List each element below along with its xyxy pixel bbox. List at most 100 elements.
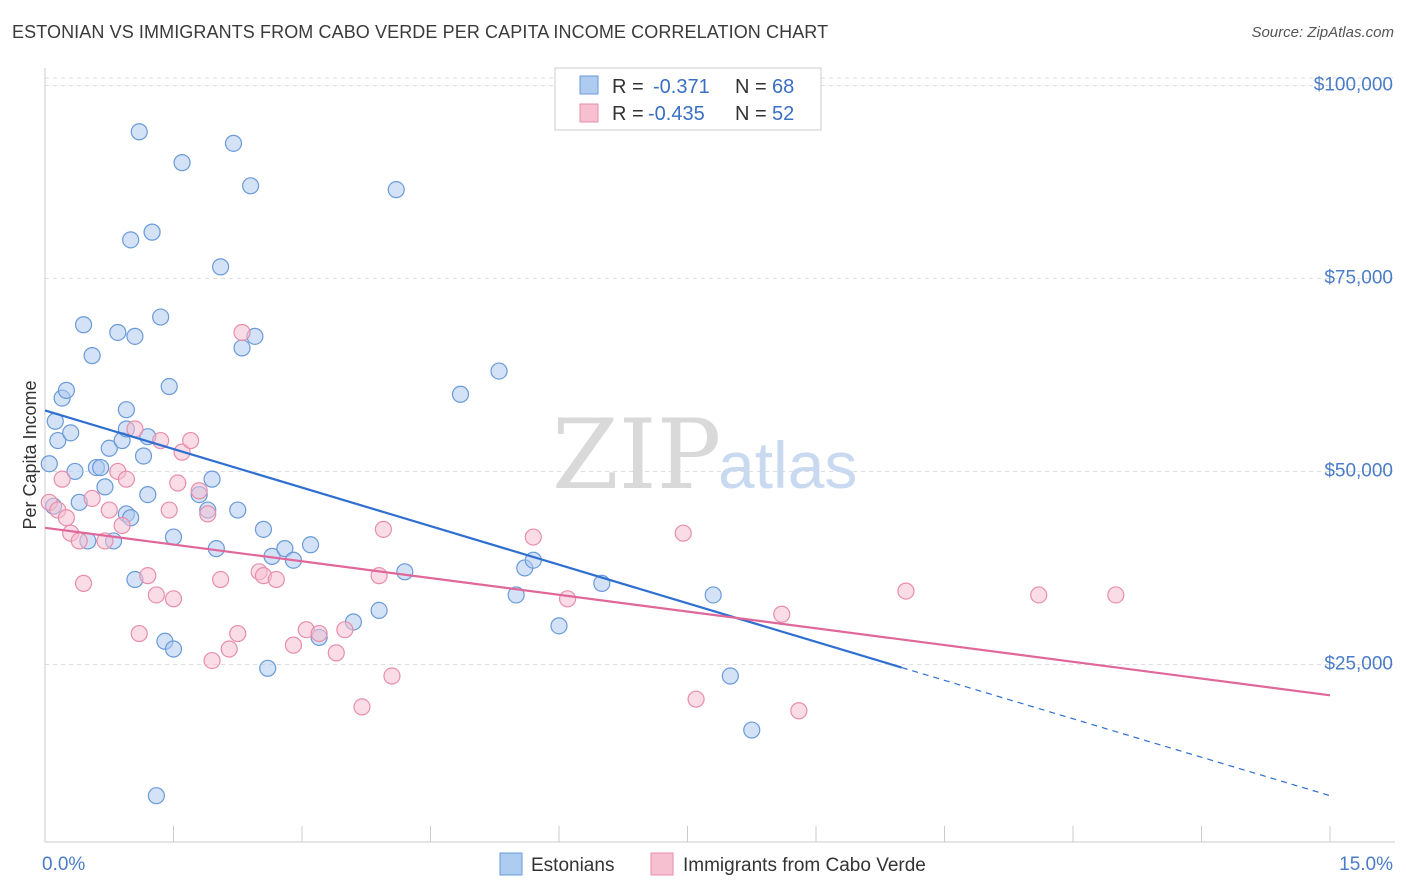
cabo-verde-point: [160, 501, 178, 519]
estonian-point: [139, 486, 157, 504]
cabo-verde-point: [310, 624, 328, 643]
cabo-verde-point: [169, 474, 187, 492]
estonian-point: [122, 231, 140, 249]
estonian-point: [92, 458, 110, 477]
estonian-point: [387, 181, 405, 199]
legend-swatch-blue: [579, 75, 599, 95]
cabo-verde-point: [130, 624, 148, 643]
cabo-verde-point: [897, 582, 915, 600]
cabo-verde-point: [190, 482, 208, 500]
cabo-verde-point: [374, 520, 392, 538]
series-legend: Estonians Immigrants from Cabo Verde: [499, 852, 926, 876]
cabo-verde-point: [1030, 586, 1048, 604]
estonian-point: [301, 536, 320, 554]
estonian-point: [57, 381, 76, 399]
legend-n-label-1: N =: [735, 76, 767, 98]
stats-legend: R = -0.371 N = 68 R = -0.435 N = 52: [554, 67, 822, 131]
legend-n-label-2: N =: [735, 103, 767, 125]
watermark-zip: ZIP: [552, 399, 721, 511]
estonian-point: [83, 347, 101, 365]
estonian-point: [743, 721, 761, 739]
estonian-point: [490, 362, 508, 380]
legend-n-value-2: 52: [772, 103, 794, 125]
estonian-trend-extension: [901, 666, 1331, 797]
estonian-point: [74, 316, 93, 334]
estonian-point: [66, 462, 84, 481]
estonian-point: [224, 134, 243, 152]
gridlines: [45, 77, 1395, 665]
estonian-point: [100, 439, 118, 457]
cabo-verde-point: [199, 505, 217, 523]
cabo-verde-point: [53, 470, 71, 488]
cabo-verde-point: [233, 323, 251, 342]
estonian-point: [130, 123, 148, 141]
x-tick-label-max: 15.0%: [1339, 854, 1393, 875]
series-label-estonians: Estonians: [531, 855, 614, 876]
watermark-atlas: atlas: [718, 428, 857, 502]
estonian-point: [212, 258, 230, 276]
legend-r-value-1: -0.371: [653, 76, 710, 98]
y-axis-label: Per Capita Income: [20, 380, 40, 529]
trend-lines: [44, 409, 1331, 797]
cabo-verde-point: [524, 528, 542, 546]
cabo-verde-point: [113, 516, 131, 535]
estonian-point: [152, 308, 170, 326]
watermark: ZIP atlas: [552, 399, 857, 511]
estonian-point: [233, 339, 251, 357]
legend-n-value-1: 68: [772, 76, 794, 98]
cabo-verde-point: [212, 570, 230, 589]
legend-r-label-2: R =: [612, 103, 644, 125]
legend-swatch-pink: [579, 103, 599, 123]
estonian-point: [147, 787, 165, 805]
estonian-point: [96, 478, 114, 496]
estonian-point: [126, 327, 144, 345]
estonian-point: [173, 154, 191, 172]
y-tick-label: $100,000: [1314, 74, 1393, 95]
cabo-verde-point: [790, 702, 808, 720]
estonian-point: [451, 385, 470, 403]
cabo-verde-point: [203, 651, 221, 670]
estonian-point: [254, 520, 273, 538]
legend-r-value-2: -0.435: [648, 103, 705, 125]
estonian-point: [370, 601, 388, 620]
cabo-verde-point: [773, 605, 791, 623]
estonian-point: [160, 377, 178, 396]
series-label-cabo-verde: Immigrants from Cabo Verde: [683, 855, 926, 876]
estonian-point: [396, 563, 414, 581]
cabo-verde-point: [558, 590, 577, 608]
estonian-point: [164, 528, 183, 546]
axes: $25,000 $50,000 $75,000 $100,000 0.0% 15.0%: [42, 68, 1395, 875]
series-swatch-cabo-verde: [650, 852, 674, 876]
cabo-verde-point: [284, 636, 303, 654]
cabo-verde-point: [74, 574, 93, 592]
cabo-verde-point: [139, 567, 157, 585]
cabo-verde-point: [126, 420, 144, 438]
legend-r-label-1: R =: [612, 76, 644, 98]
estonian-point: [62, 424, 80, 442]
legend-box: [554, 67, 822, 131]
y-tick-label: $75,000: [1324, 267, 1393, 288]
estonian-point: [117, 401, 135, 419]
cabo-verde-point: [182, 431, 200, 450]
cabo-verde-point: [674, 524, 692, 542]
chart-title: ESTONIAN VS IMMIGRANTS FROM CABO VERDE P…: [12, 22, 829, 42]
estonian-point: [49, 431, 67, 450]
estonian-point: [507, 586, 525, 604]
estonian-point: [203, 470, 221, 488]
cabo-verde-point: [353, 698, 371, 716]
estonian-point: [229, 501, 247, 519]
estonian-point: [134, 447, 153, 465]
estonian-point: [143, 223, 161, 241]
cabo-verde-point: [83, 489, 101, 508]
cabo-verde-point: [117, 470, 135, 488]
estonian-trend-line: [44, 409, 902, 669]
estonian-point: [721, 667, 739, 685]
cabo-verde-point: [383, 667, 401, 685]
cabo-verde-point: [220, 640, 238, 658]
estonian-point: [164, 640, 183, 658]
source-credit: Source: ZipAtlas.com: [1251, 24, 1394, 41]
cabo-verde-point: [70, 532, 88, 550]
cabo-verde-point: [164, 590, 183, 608]
cabo-verde-point: [327, 644, 345, 662]
